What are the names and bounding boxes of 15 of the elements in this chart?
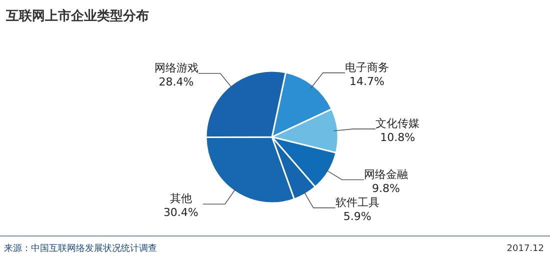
data-label: 30.4% <box>163 206 198 220</box>
source-note: 来源：中国互联网络发展状况统计调查 <box>4 243 157 254</box>
data-label: 5.9% <box>343 210 372 223</box>
data-label: 28.4% <box>158 75 194 88</box>
data-label: 14.7% <box>350 74 384 88</box>
slice-label: 软件工具 <box>335 196 380 209</box>
text: 2017.12 <box>506 244 544 254</box>
slice-label: 网络游戏 <box>154 61 198 74</box>
data-label: 10.8% <box>380 130 416 144</box>
data-label: 9.8% <box>372 182 400 195</box>
slice-label: 文化传媒 <box>376 116 420 130</box>
chart-title: 互联网上市企业类型分布 <box>5 8 149 24</box>
slice-label: 其他 <box>170 192 192 206</box>
slice-label: 网络金融 <box>364 168 408 181</box>
slice-label: 电子商务 <box>345 60 389 74</box>
